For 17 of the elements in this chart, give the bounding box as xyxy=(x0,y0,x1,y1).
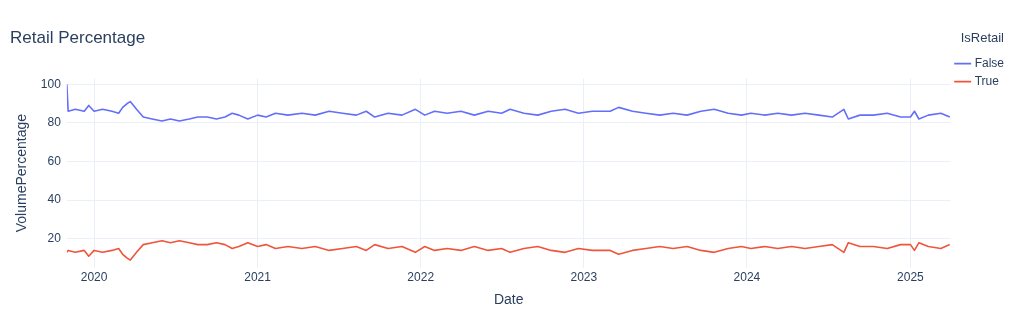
y-axis-title: VolumePercentage xyxy=(13,113,30,233)
y-tick-label: 80 xyxy=(47,115,62,130)
y-tick-label: 100 xyxy=(40,76,62,91)
y-tick-label: 60 xyxy=(47,153,62,168)
x-tick-label: 2020 xyxy=(80,270,108,285)
x-tick-label: 2022 xyxy=(407,270,435,285)
y-tick-label: 20 xyxy=(47,231,62,246)
x-tick-label: 2024 xyxy=(733,270,761,285)
x-axis-title: Date xyxy=(493,291,524,308)
chart-title: Retail Percentage xyxy=(10,27,146,47)
legend-label: False xyxy=(974,55,1005,70)
x-tick-label: 2025 xyxy=(897,270,925,285)
x-tick-label: 2023 xyxy=(570,270,598,285)
x-tick-label: 2021 xyxy=(244,270,272,285)
y-tick-label: 40 xyxy=(47,192,62,207)
legend-title: IsRetail xyxy=(960,30,1005,46)
legend-label: True xyxy=(974,73,1000,88)
